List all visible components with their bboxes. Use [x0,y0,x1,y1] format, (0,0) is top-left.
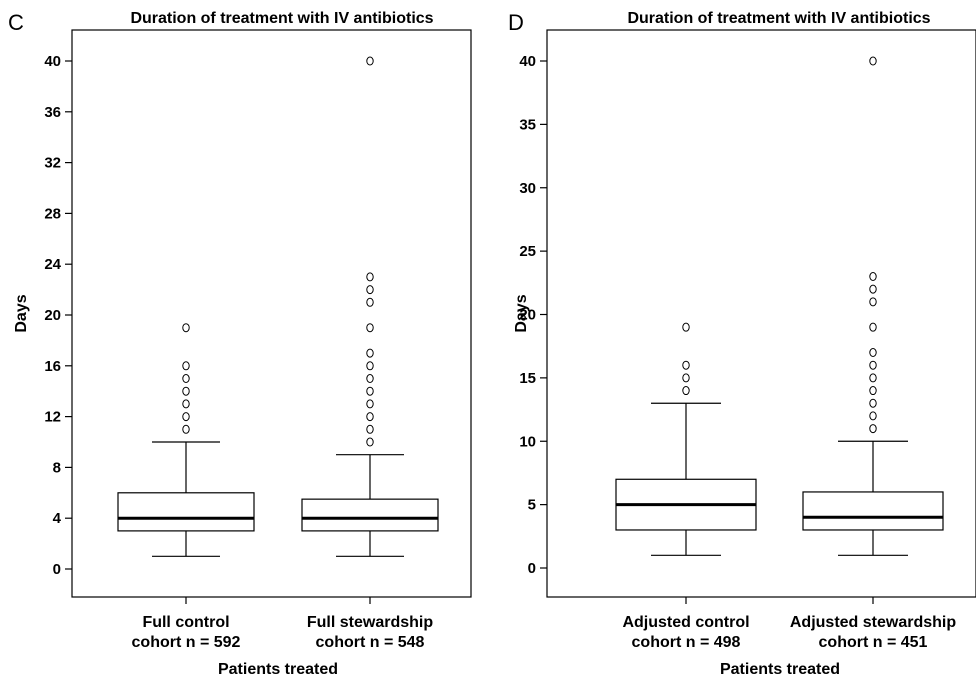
x-category-label: cohort n = 498 [632,634,741,651]
outlier-point [869,398,877,408]
outlier-point [869,373,877,383]
outlier-point [366,374,374,383]
outlier-point [869,56,877,66]
panel-c: C Duration of treatment with IV antibioti… [8,10,472,678]
y-tick-label: 20 [44,307,61,324]
outlier-point [682,386,690,396]
outlier-point [869,360,877,370]
y-axis-label: Days [513,294,530,332]
x-category-label: Full stewardship [307,614,433,631]
outlier-point [366,56,374,66]
outlier-point [366,424,374,434]
outlier-point [182,386,190,396]
outlier-point [366,297,374,307]
outlier-point [869,297,877,307]
y-tick-label: 10 [519,433,536,450]
y-tick-label: 40 [519,53,536,70]
box-1 [615,322,757,556]
plot-frame [546,29,976,598]
x-category-label: Full control [142,614,229,631]
x-category-label: Adjusted stewardship [790,614,956,631]
outlier-point [366,386,374,396]
y-tick-label: 5 [528,497,536,514]
outlier-point [366,348,374,358]
outlier-point [366,285,374,295]
iqr-box [117,492,255,532]
panel-d: D Duration of treatment with IV antibioti… [508,10,976,678]
outlier-point [869,411,877,421]
y-tick-label: 40 [44,53,61,70]
x-category-label: Adjusted control [622,614,749,631]
box-1 [117,323,255,557]
outlier-point [366,361,374,371]
chart-title: Duration of treatment with IV antibiotic… [130,10,433,27]
y-axis-label: Days [13,294,30,332]
box-2 [802,56,944,556]
y-tick-label: 4 [53,510,62,527]
x-axis-label: Patients treated [218,661,338,678]
y-tick-label: 25 [519,243,536,260]
outlier-point [869,271,877,281]
x-axis-label: Patients treated [720,661,840,678]
x-category-label: cohort n = 592 [132,634,241,651]
y-tick-label: 32 [44,155,61,172]
outlier-point [869,386,877,396]
iqr-box [301,498,439,532]
x-category-label: cohort n = 451 [819,634,928,651]
outlier-point [366,272,374,282]
y-tick-label: 28 [44,205,61,222]
iqr-box [802,491,944,531]
outlier-point [682,360,690,370]
box-2 [301,56,439,557]
outlier-point [682,322,690,332]
outlier-point [366,399,374,409]
x-category-label: cohort n = 548 [316,634,425,651]
outlier-point [682,373,690,383]
y-tick-label: 15 [519,370,536,387]
y-tick-label: 20 [519,307,536,324]
panel-letter: C [8,10,24,35]
outlier-point [366,437,374,447]
y-tick-label: 8 [53,459,61,476]
y-tick-label: 36 [44,104,61,121]
outlier-point [182,412,190,422]
outlier-point [869,424,877,434]
y-tick-label: 0 [528,560,536,577]
y-tick-label: 35 [519,116,536,133]
outlier-point [869,348,877,358]
outlier-point [182,399,190,409]
y-tick-label: 0 [53,561,61,578]
plot-frame [71,29,472,598]
y-tick-label: 24 [44,256,61,273]
outlier-point [182,323,190,333]
y-tick-label: 12 [44,409,61,426]
y-tick-label: 16 [44,358,61,375]
chart-title: Duration of treatment with IV antibiotic… [627,10,930,27]
outlier-point [869,284,877,294]
panel-letter: D [508,10,524,35]
outlier-point [366,412,374,422]
outlier-point [182,361,190,371]
outlier-point [182,374,190,383]
y-tick-label: 30 [519,180,536,197]
outlier-point [366,323,374,333]
outlier-point [182,424,190,434]
outlier-point [869,322,877,332]
